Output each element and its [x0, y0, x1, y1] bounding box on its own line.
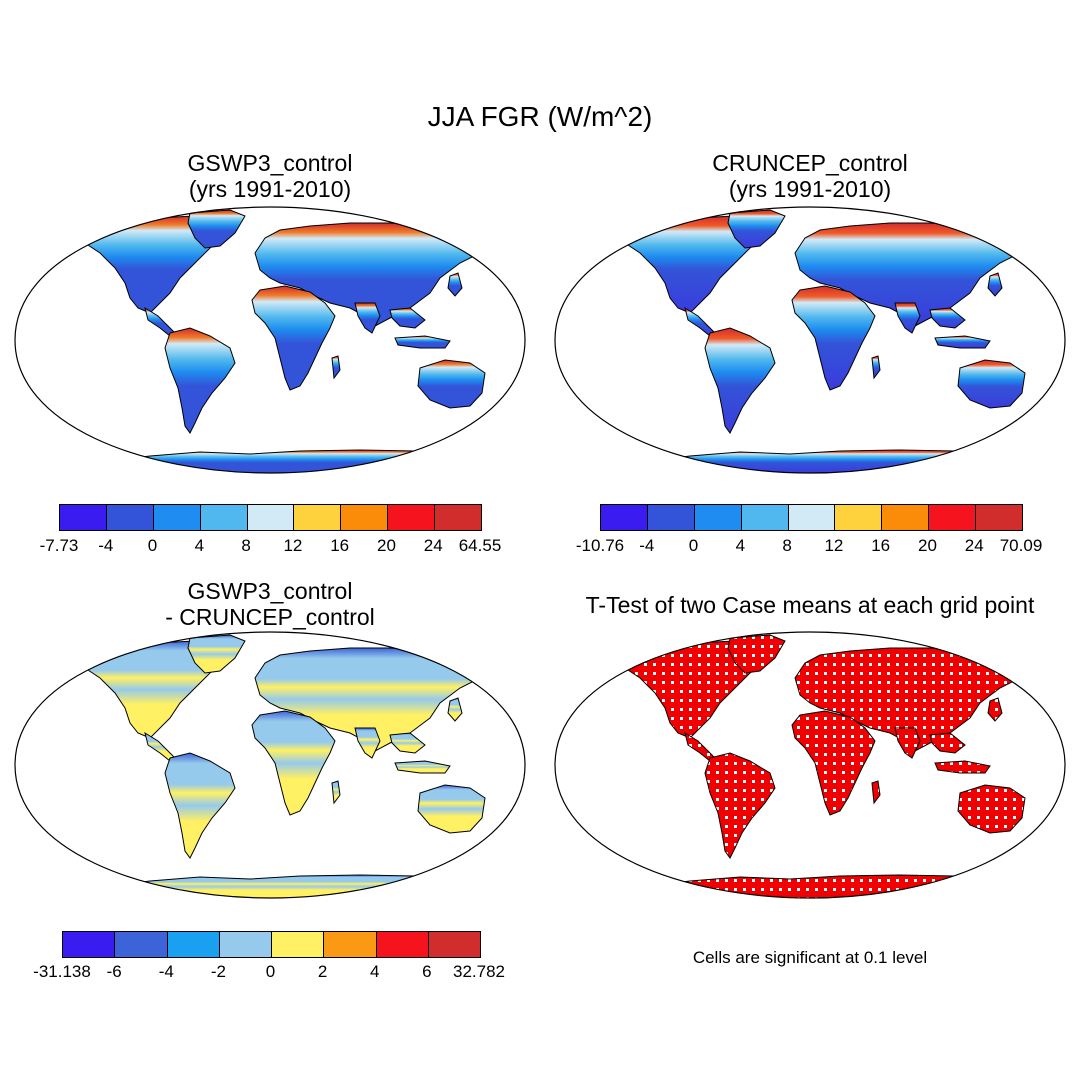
- panel-3-colorbar-swatch-4: [219, 932, 272, 957]
- panel-2-tick: 0: [688, 536, 699, 555]
- panel-2-tick: 24: [964, 536, 984, 555]
- panel-1-colorbar-swatch-5: [247, 505, 295, 530]
- panel-1-title: GSWP3_control (yrs 1991-2010): [100, 150, 440, 202]
- panel-3-tick: -4: [158, 962, 174, 981]
- panel-1-tick: 24: [423, 536, 443, 555]
- panel-3-colorbar-swatch-1: [63, 932, 116, 957]
- panel-3-colorbar-swatch-8: [428, 932, 480, 957]
- panel-3-tick: 32.782: [453, 962, 505, 981]
- panel-1-colorbar: [59, 504, 482, 531]
- panel-2-colorbar-ticks: -10.76 -4 0 4 8 12 16 20 24 70.09: [576, 536, 1042, 558]
- panel-2-colorbar-swatch-3: [694, 505, 742, 530]
- panel-1-tick: 16: [330, 536, 350, 555]
- panel-2-tick: 12: [824, 536, 844, 555]
- significance-note: Cells are significant at 0.1 level: [692, 948, 928, 967]
- panel-3-tick: 4: [370, 962, 380, 981]
- panel-3-colorbar-swatch-3: [167, 932, 220, 957]
- panel-1-colorbar-swatch-3: [153, 505, 201, 530]
- panel-2-tick: -4: [639, 536, 655, 555]
- panel-3-colorbar-swatch-7: [376, 932, 429, 957]
- panel-2-tick: 4: [735, 536, 746, 555]
- panel-2-tick: -10.76: [575, 536, 625, 555]
- panel-1-tick: 12: [283, 536, 303, 555]
- panel-1-tick: -4: [98, 536, 114, 555]
- panel-1-tick: 64.55: [458, 536, 502, 555]
- panel-2-title-line-2: (yrs 1991-2010): [728, 176, 892, 202]
- panel-3-tick: 6: [422, 962, 432, 981]
- panel-4-title: T-Test of two Case means at each grid po…: [550, 592, 1070, 618]
- panel-3-tick: -2: [210, 962, 226, 981]
- panel-1-colorbar-ticks: -7.73 -4 0 4 8 12 16 20 24 64.55: [40, 536, 502, 558]
- panel-3-title-line-2: - CRUNCEP_control: [165, 604, 375, 630]
- panel-2-colorbar-swatch-5: [788, 505, 836, 530]
- panel-3-colorbar-swatch-6: [324, 932, 377, 957]
- panel-1-colorbar-swatch-1: [60, 505, 107, 530]
- panel-1-colorbar-swatch-6: [294, 505, 342, 530]
- panel-3-title-line-1: GSWP3_control: [187, 578, 353, 604]
- panel-1-colorbar-swatch-9: [435, 505, 482, 530]
- panel-2-tick: 16: [871, 536, 891, 555]
- panel-3-title: GSWP3_control - CRUNCEP_control: [100, 578, 440, 630]
- panel-4-map: [554, 631, 1066, 899]
- panel-1-tick: 0: [147, 536, 158, 555]
- panel-2-tick: 70.09: [999, 536, 1043, 555]
- panel-1-tick: 20: [376, 536, 396, 555]
- panel-2-colorbar-swatch-2: [647, 505, 695, 530]
- panel-3-tick: 2: [317, 962, 328, 981]
- panel-2-title-line-1: CRUNCEP_control: [712, 150, 908, 176]
- figure-title: JJA FGR (W/m^2): [427, 101, 653, 132]
- panel-1-tick: 4: [194, 536, 205, 555]
- panel-3-map: [14, 631, 526, 899]
- panel-2-title: CRUNCEP_control (yrs 1991-2010): [640, 150, 980, 202]
- panel-3-tick: -31.138: [33, 962, 91, 981]
- panel-1-title-line-2: (yrs 1991-2010): [188, 176, 352, 202]
- panel-1-tick: 8: [241, 536, 251, 555]
- panel-2-colorbar-swatch-8: [929, 505, 977, 530]
- panel-1-colorbar-swatch-7: [341, 505, 389, 530]
- panel-2-map: [554, 206, 1066, 474]
- panel-2-colorbar: [600, 504, 1023, 531]
- panel-2-colorbar-swatch-4: [741, 505, 789, 530]
- panel-4-title-line-1: T-Test of two Case means at each grid po…: [585, 592, 1035, 618]
- panel-3-colorbar-ticks: -31.138 -6 -4 -2 0 2 4 6 32.782: [33, 962, 505, 984]
- panel-1-colorbar-swatch-2: [106, 505, 154, 530]
- panel-2-colorbar-swatch-6: [835, 505, 883, 530]
- panel-2-tick: 20: [917, 536, 937, 555]
- panel-2-colorbar-swatch-7: [882, 505, 930, 530]
- panel-3-tick: 0: [265, 962, 276, 981]
- panel-2-colorbar-swatch-9: [976, 505, 1023, 530]
- panel-1-title-line-1: GSWP3_control: [187, 150, 353, 176]
- panel-1-tick: -7.73: [39, 536, 79, 555]
- panel-3-tick: -6: [106, 962, 122, 981]
- panel-1-map: [14, 206, 526, 474]
- panel-3-colorbar-swatch-2: [115, 932, 168, 957]
- panel-1-colorbar-swatch-8: [388, 505, 436, 530]
- panel-2-colorbar-swatch-1: [601, 505, 648, 530]
- panel-3-colorbar-swatch-5: [272, 932, 325, 957]
- panel-1-colorbar-swatch-4: [200, 505, 248, 530]
- panel-3-colorbar: [62, 931, 481, 958]
- panel-2-tick: 8: [782, 536, 792, 555]
